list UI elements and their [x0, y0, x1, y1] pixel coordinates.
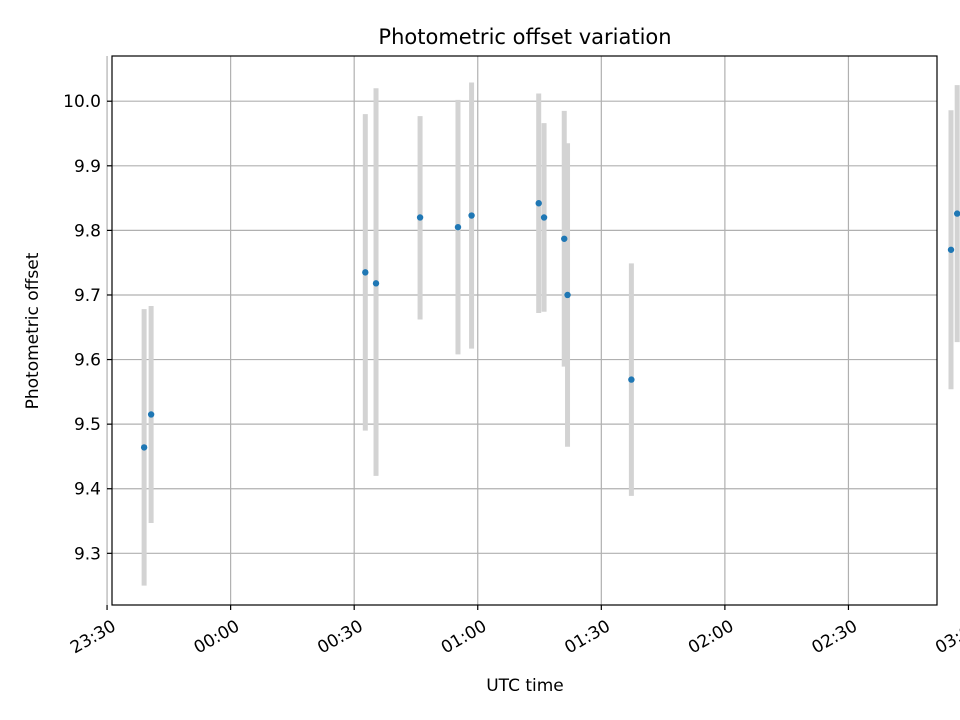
data-point	[947, 246, 955, 253]
data-point	[362, 269, 369, 276]
y-tick-label: 10.0	[63, 92, 101, 112]
x-axis-label: UTC time	[486, 676, 564, 696]
y-tick-label: 9.4	[74, 480, 101, 500]
data-point	[628, 376, 635, 383]
y-tick-label: 9.5	[74, 415, 101, 435]
axis-ticks	[106, 100, 850, 610]
y-tick-label: 9.7	[74, 286, 101, 306]
data-point	[454, 223, 462, 231]
data-point	[953, 210, 960, 217]
grid-lines	[106, 56, 937, 605]
y-tick-label: 9.6	[74, 351, 101, 371]
data-point	[564, 291, 571, 299]
data-point	[147, 411, 155, 418]
y-tick-label: 9.9	[74, 157, 101, 177]
data-point	[416, 214, 424, 221]
data-point	[535, 200, 542, 207]
data-points	[140, 200, 960, 451]
y-tick-label: 9.8	[74, 221, 101, 241]
data-point	[561, 235, 568, 242]
chart-title: Photometric offset variation	[378, 25, 671, 49]
data-point	[468, 212, 475, 219]
y-axis-label: Photometric offset	[23, 252, 43, 409]
plot-area-frame	[111, 55, 938, 606]
data-point	[540, 214, 548, 221]
data-point	[372, 280, 380, 287]
data-point	[140, 444, 148, 451]
y-tick-label: 9.3	[74, 544, 101, 564]
